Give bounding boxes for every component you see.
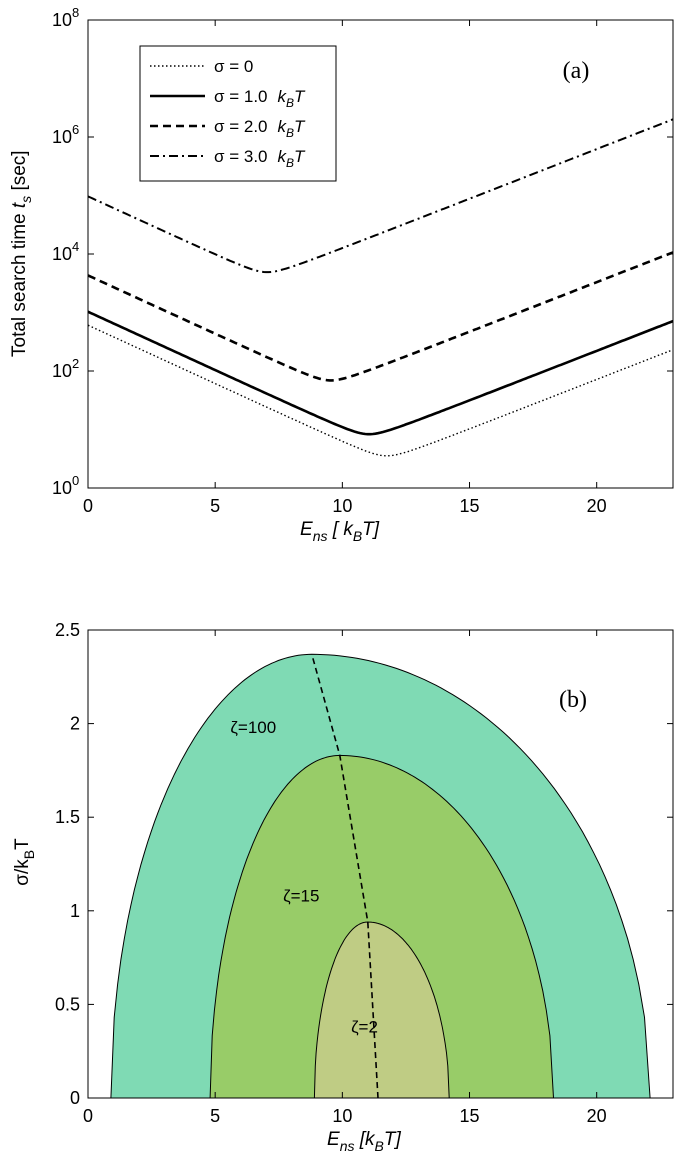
- series-line-sigma-0: [87, 324, 674, 457]
- legend-unit-end: T: [294, 87, 306, 106]
- legend-unit-end: T: [294, 147, 306, 166]
- panel-a-ytick-base: 10: [52, 10, 72, 30]
- panel-a-ytick-exponent: 6: [72, 122, 79, 137]
- legend-label: σ = 3.0 kBT: [214, 147, 306, 170]
- legend-unit-end: T: [294, 117, 306, 136]
- panel-b-xtick-label: 0: [83, 1106, 93, 1126]
- panel-a-ytick-exponent: 0: [72, 473, 79, 488]
- panel-a-ytick-base: 10: [52, 127, 72, 147]
- panel-b-xlabel-rest: [k: [354, 1129, 376, 1150]
- panel-a-ytick-exponent: 8: [72, 5, 79, 20]
- panel-b-ytick-label: 1: [70, 901, 80, 921]
- panel-a-xtick-label: 0: [83, 496, 93, 516]
- panel-b-label: (b): [559, 687, 587, 713]
- legend-unit: k: [278, 117, 288, 136]
- optimum-dashed-line: [311, 654, 379, 1099]
- panel-a-ytick-label: 106: [52, 122, 79, 147]
- panel-b-ylabel-end: T: [12, 838, 33, 850]
- legend-unit-sub: B: [286, 126, 294, 140]
- panel-a-xlabel-var: E: [300, 519, 313, 540]
- legend-label-text: σ = 3.0: [214, 147, 268, 166]
- panel-a-series-group: [87, 118, 674, 457]
- panel-a-ytick-label: 104: [52, 239, 79, 264]
- panel-a-xlabel-sub2: B: [353, 528, 362, 544]
- panel-a-ytick-exponent: 4: [72, 239, 79, 254]
- panel-b-xtick-label: 15: [460, 1106, 480, 1126]
- legend-label-text: σ = 0: [214, 57, 253, 76]
- panel-a-ylabel-sub: s: [18, 196, 34, 203]
- panel-b-xlabel-sub: ns: [340, 1138, 355, 1154]
- panel-b-ylabel: σ/kBT: [12, 838, 37, 886]
- legend-label: σ = 2.0 kBT: [214, 117, 306, 140]
- panel-b-ylabel-main: σ/k: [12, 859, 33, 886]
- panel-b-xtick-label: 5: [210, 1106, 220, 1126]
- region-ζ=2: [313, 921, 450, 1099]
- panel-b-xtick-label: 10: [332, 1106, 352, 1126]
- panel-b-xlabel-var: E: [327, 1129, 340, 1150]
- panel-a-ytick-label: 102: [52, 356, 79, 381]
- legend-label-text: σ = 2.0: [214, 117, 268, 136]
- panel-b-xlabel-sub2: B: [375, 1138, 384, 1154]
- panel-a-ylabel-main: Total search time: [9, 208, 30, 357]
- panel-a-xlabel: Ens [ kBT]: [300, 519, 380, 544]
- panel-a-ylabel-unit: [sec]: [9, 150, 30, 195]
- legend-unit: k: [278, 87, 288, 106]
- panel-b-region-labels: ζ=100 ζ=15 ζ=2: [230, 718, 378, 1037]
- panel-a-xlabel-sub: ns: [313, 528, 328, 544]
- panel-a-ytick-base: 10: [52, 361, 72, 381]
- panel-b-ytick-label: 0.5: [55, 994, 80, 1014]
- panel-b-ytick-label: 2: [70, 714, 80, 734]
- panel-b-xlabel-end: T]: [384, 1129, 402, 1150]
- panel-a-xtick-label: 5: [210, 496, 220, 516]
- panel-a-ylabel: Total search time ts [sec]: [9, 150, 34, 357]
- panel-a-ylabel-var: t: [9, 202, 30, 208]
- legend-unit: k: [278, 147, 288, 166]
- region-label: ζ=2: [351, 1017, 378, 1036]
- region-label: ζ=15: [283, 886, 319, 905]
- legend-label: σ = 1.0 kBT: [214, 87, 306, 110]
- panel-a-xtick-label: 10: [332, 496, 352, 516]
- panel-b-ylabel-sub: B: [21, 850, 37, 859]
- panel-a-label: (a): [563, 58, 590, 84]
- panel-a-ytick-base: 10: [52, 244, 72, 264]
- panel-a-xlabel-end: T]: [362, 519, 380, 540]
- series-line-sigma-1: [87, 310, 674, 436]
- panel-a-ytick-base: 10: [52, 478, 72, 498]
- panel-b-ytick-label: 2.5: [55, 620, 80, 640]
- panel-b-ticks: 0 5 10 15 20 0 0.5 1 1.5 2 2.5: [55, 620, 673, 1126]
- legend-label: σ = 0: [214, 57, 253, 76]
- panel-a-xlabel-rest: [ k: [327, 519, 354, 540]
- panel-a-xtick-label: 20: [587, 496, 607, 516]
- panel-b-regions: [110, 653, 651, 1099]
- panel-a-xtick-label: 15: [460, 496, 480, 516]
- series-line-sigma-2: [87, 251, 674, 382]
- panel-a-ytick-label: 100: [52, 473, 79, 498]
- legend-label-text: σ = 1.0: [214, 87, 268, 106]
- legend-unit-sub: B: [286, 96, 294, 110]
- legend-box: [139, 45, 337, 182]
- panel-b-ytick-label: 0: [70, 1088, 80, 1108]
- panel-a-ytick-exponent: 2: [72, 356, 79, 371]
- panel-b-axes-box: [87, 629, 674, 1099]
- legend-unit-sub: B: [286, 156, 294, 170]
- panel-b-ytick-label: 1.5: [55, 807, 80, 827]
- panel-b: 0 5 10 15 20 0 0.5 1 1.5 2 2.5 ζ=100 ζ=15 ζ=2 (b) En…: [12, 620, 674, 1154]
- region-label: ζ=100: [230, 718, 276, 737]
- panel-b-xtick-label: 20: [587, 1106, 607, 1126]
- panel-a-ytick-label: 108: [52, 5, 79, 30]
- panel-b-xlabel: Ens [kBT]: [327, 1129, 401, 1154]
